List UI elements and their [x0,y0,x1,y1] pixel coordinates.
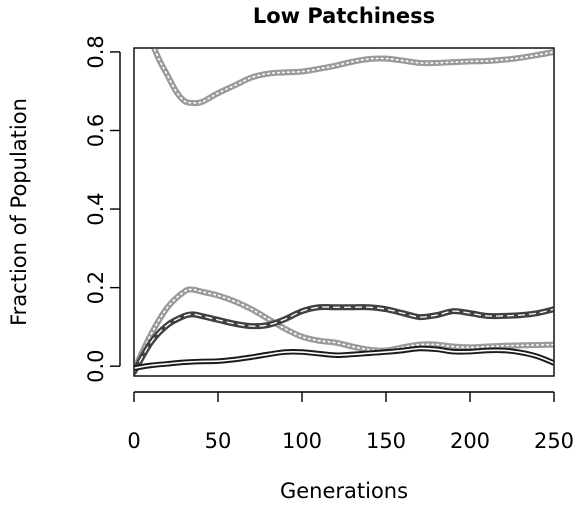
series-line-3 [134,303,554,375]
series-line-1 [151,48,554,107]
y-tick-label: 0.4 [84,192,108,225]
x-tick-label: 0 [127,429,140,453]
chart-title: Low Patchiness [253,4,435,28]
x-axis: 0 50 100 150 200 250 [127,391,574,453]
series-line-2 [134,286,554,374]
y-tick-label: 0.6 [84,114,108,147]
series-layer [134,48,554,375]
series-line-4 [134,345,554,371]
x-tick-label: 250 [534,429,574,453]
y-tick-label: 0.8 [84,35,108,68]
x-tick-label: 50 [205,429,232,453]
x-axis-title: Generations [280,479,408,503]
y-tick-label: 0.2 [84,271,108,304]
plot-frame [133,47,555,377]
y-axis-title: Fraction of Population [7,98,31,326]
x-tick-label: 150 [366,429,406,453]
y-tick-label: 0.0 [84,349,108,382]
x-tick-label: 100 [282,429,322,453]
y-axis: 0.0 0.2 0.4 0.6 0.8 [84,35,121,383]
x-tick-label: 200 [450,429,490,453]
